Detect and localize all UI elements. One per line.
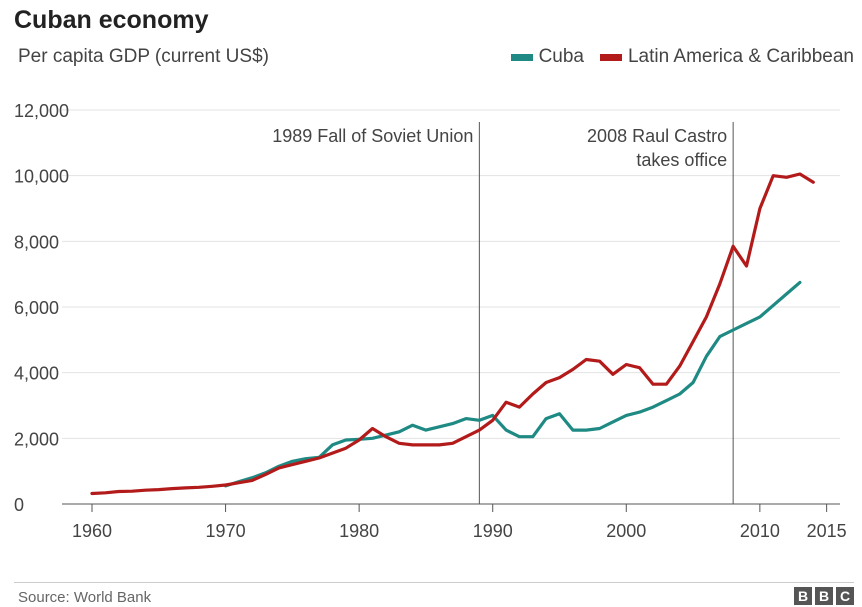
chart-title: Cuban economy [14, 6, 209, 34]
legend-label-cuba: Cuba [538, 46, 584, 67]
x-tick-label: 1960 [72, 521, 112, 541]
source-note: Source: World Bank [18, 589, 152, 606]
bbc-logo-letter: C [836, 587, 854, 605]
footer-divider [14, 582, 854, 583]
legend: Cuba Latin America & Caribbean [495, 46, 854, 68]
annotation-label: takes office [636, 150, 727, 170]
bbc-logo-letter: B [815, 587, 833, 605]
x-tick-label: 2000 [606, 521, 646, 541]
series-line-cuba [224, 280, 802, 488]
bbc-logo: B B C [791, 587, 854, 605]
annotation-label: 2008 Raul Castro [587, 126, 727, 146]
chart-plot: 0 2,000 4,000 6,000 8,000 10,000 12,000 1960 197… [14, 101, 847, 541]
legend-item-cuba: Cuba [510, 46, 584, 68]
y-tick-label: 10,000 [14, 167, 69, 187]
x-tick-label: 1990 [473, 521, 513, 541]
legend-item-latin-america: Latin America & Caribbean [599, 46, 854, 68]
x-tick-label: 2010 [740, 521, 780, 541]
y-tick-label: 8,000 [14, 232, 59, 252]
x-tick-label: 1980 [339, 521, 379, 541]
annotation-label: 1989 Fall of Soviet Union [272, 126, 473, 146]
chart-subtitle: Per capita GDP (current US$) [18, 46, 269, 67]
y-tick-label: 2,000 [14, 429, 59, 449]
y-tick-label: 0 [14, 495, 24, 515]
bbc-logo-letter: B [794, 587, 812, 605]
y-tick-label: 4,000 [14, 364, 59, 384]
legend-label-latin-america: Latin America & Caribbean [627, 46, 854, 67]
legend-swatch-cuba [510, 53, 533, 61]
legend-swatch-latin-america [599, 53, 622, 61]
y-tick-label: 12,000 [14, 101, 69, 121]
x-tick-label: 2015 [807, 521, 847, 541]
series-line-latin-america [90, 172, 815, 496]
x-tick-label: 1970 [206, 521, 246, 541]
y-tick-label: 6,000 [14, 298, 59, 318]
